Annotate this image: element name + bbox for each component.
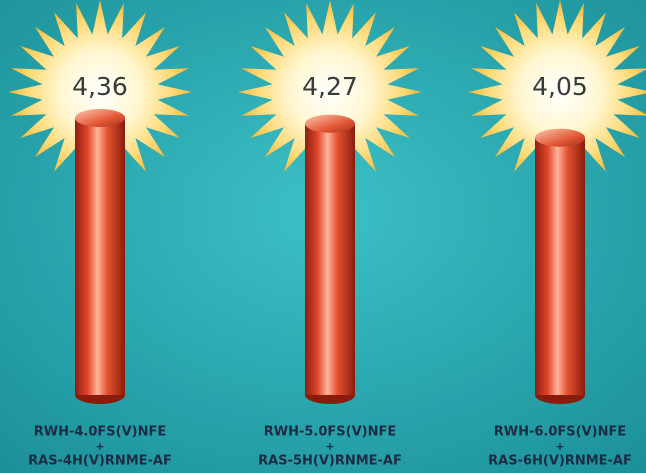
x-tick-label: RWH-5.0FS(V)NFE [264,425,396,440]
x-tick-label: + [555,440,564,453]
x-tick-label: RAS-4H(V)RNME-AF [28,454,172,469]
chart: 4,36RWH-4.0FS(V)NFE+RAS-4H(V)RNME-AF4,27… [0,0,646,473]
cylinder-cap [305,115,355,133]
value-label: 4,27 [302,72,358,101]
x-tick-label: RWH-6.0FS(V)NFE [494,425,626,440]
value-label: 4,36 [72,72,128,101]
x-tick-label: + [325,440,334,453]
bar [75,118,125,395]
x-tick-label: RAS-5H(V)RNME-AF [258,454,402,469]
x-tick-label: RAS-6H(V)RNME-AF [488,454,632,469]
value-label: 4,05 [532,72,588,101]
x-tick-label: RWH-4.0FS(V)NFE [34,425,166,440]
cylinder-cap [75,109,125,127]
cylinder-cap [535,129,585,147]
x-tick-label: + [95,440,104,453]
bar [305,124,355,395]
bar [535,138,585,395]
